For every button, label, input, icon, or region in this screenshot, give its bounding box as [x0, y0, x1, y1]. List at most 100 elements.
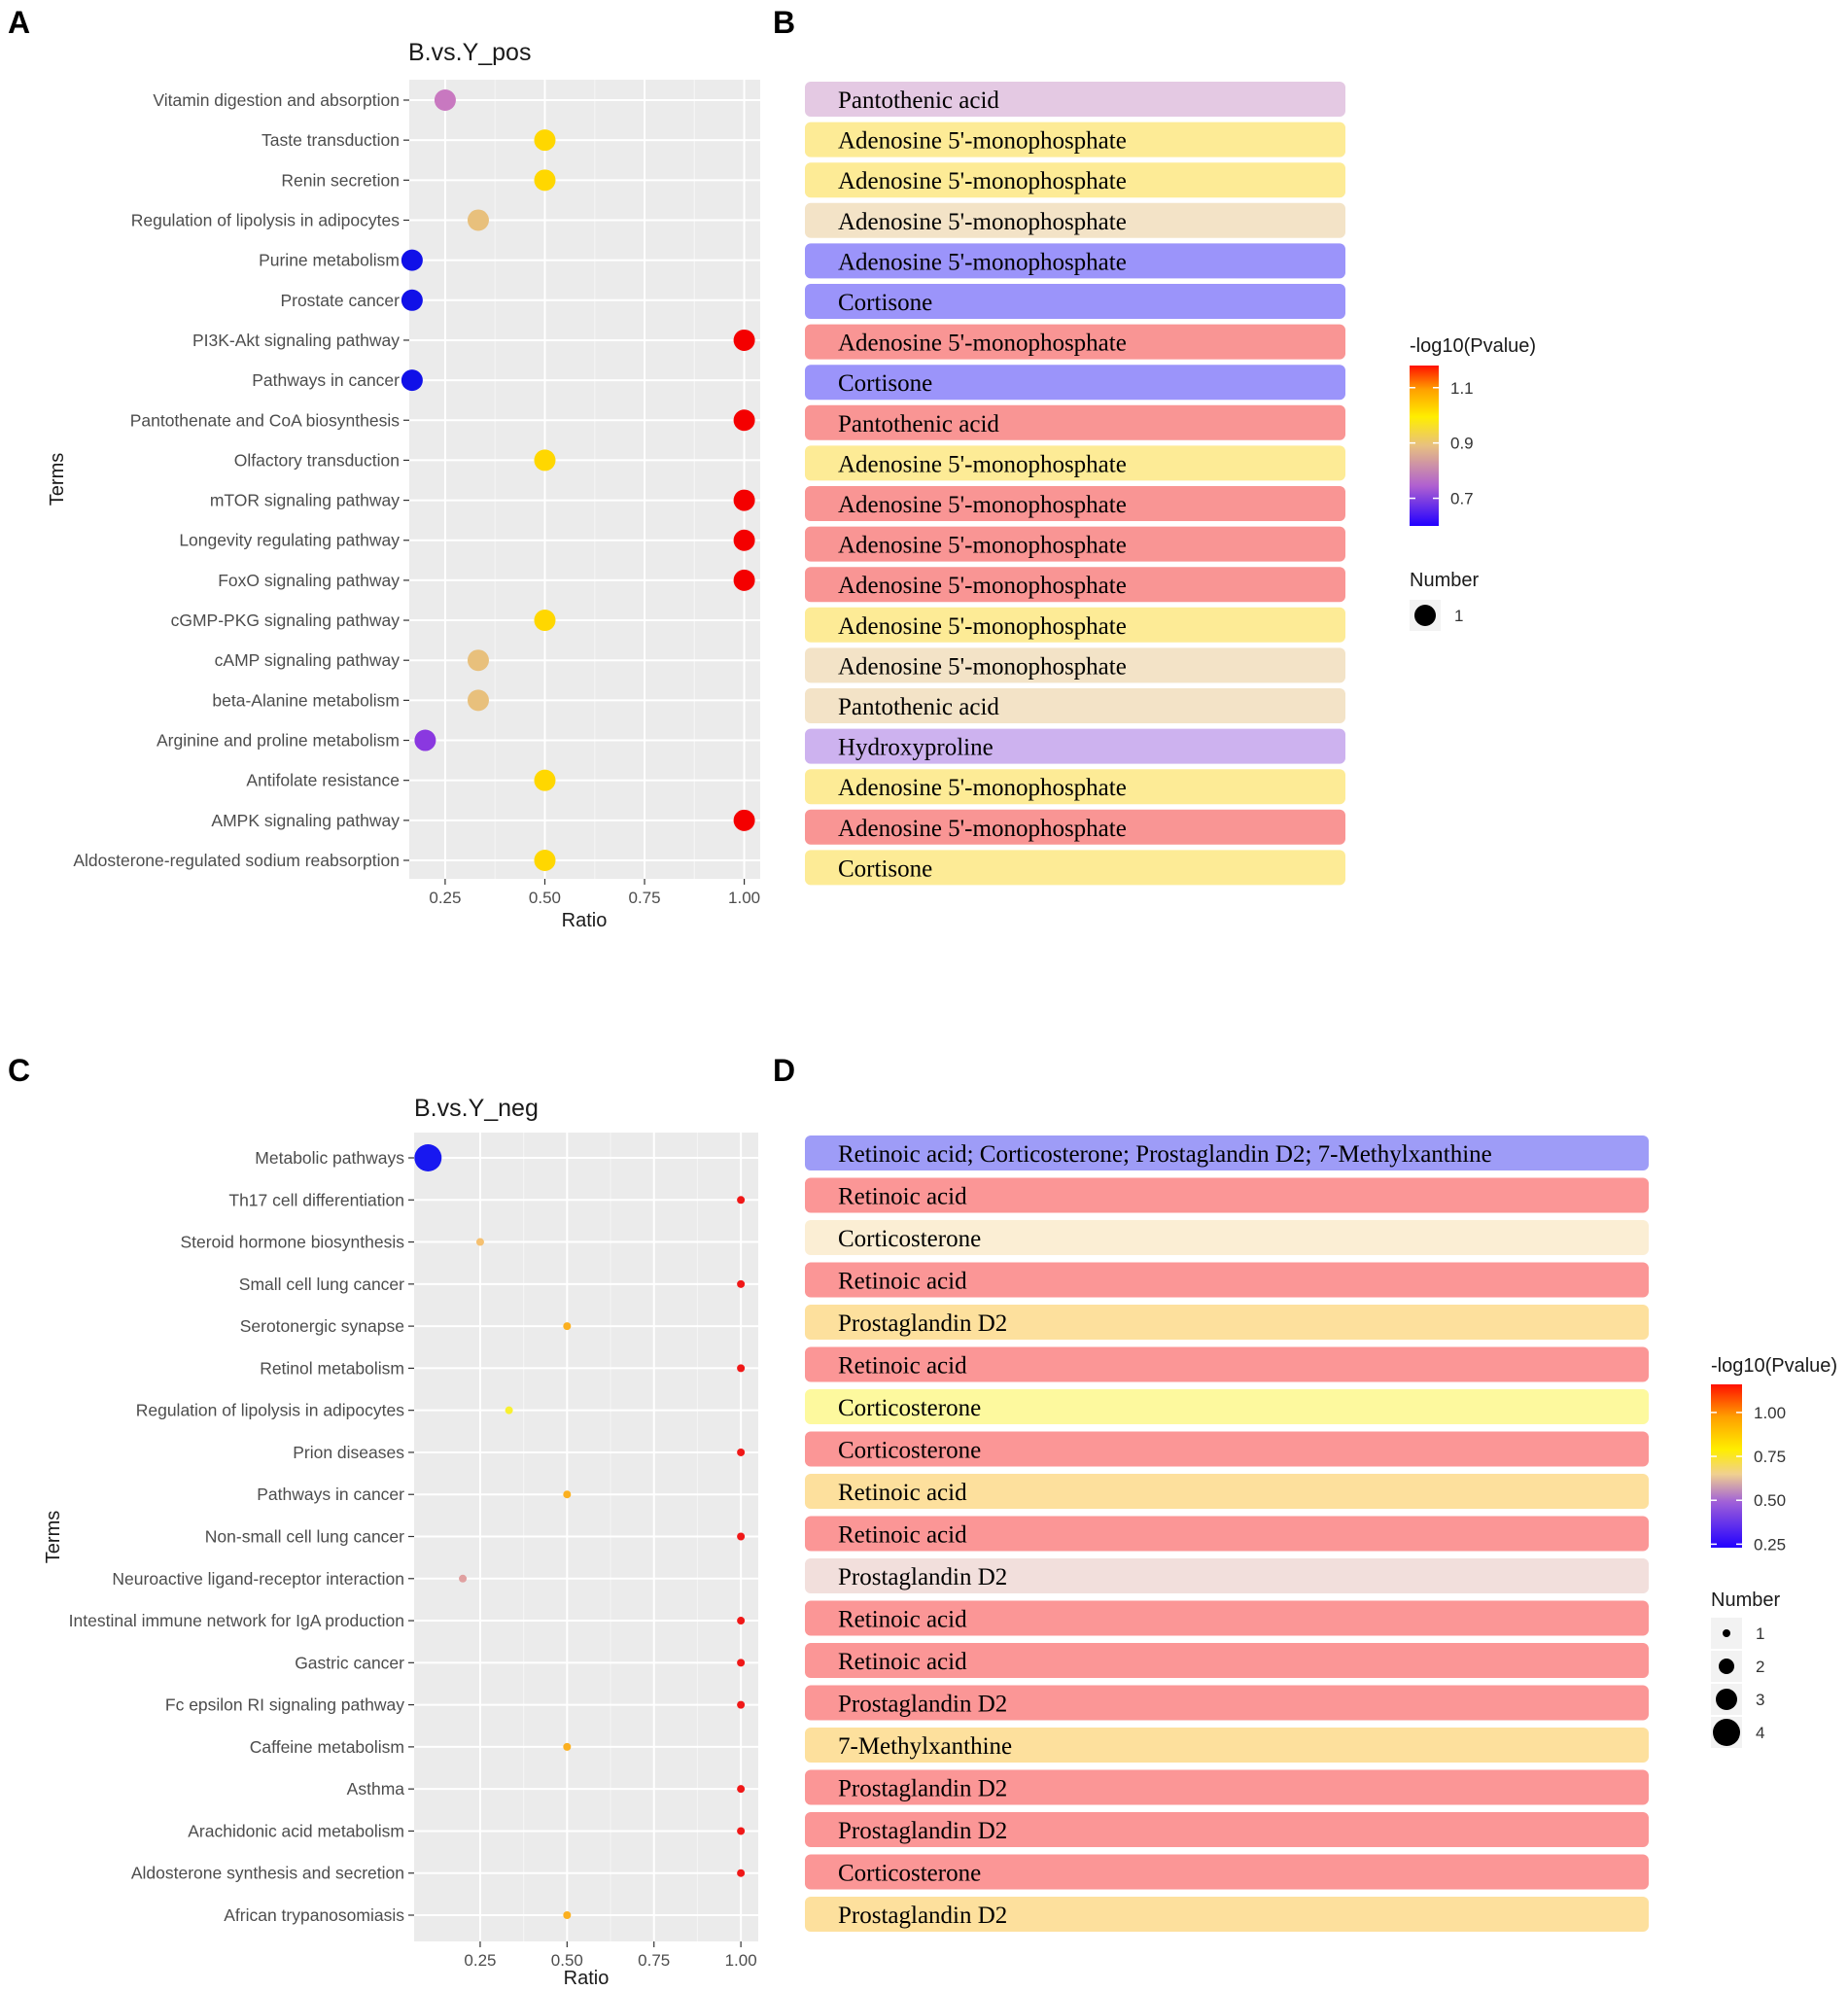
compound-label: Retinoic acid: [838, 1480, 967, 1506]
compound-label: Adenosine 5'-monophosphate: [838, 613, 1127, 640]
chart-a-bubble-plot: B.vs.Y_pos Vitamin digestion and absorpt…: [47, 39, 760, 931]
compound-row: [805, 1643, 1649, 1678]
data-point: [737, 1532, 746, 1541]
compound-row: [805, 486, 1345, 521]
color-tick-label: 1.1: [1450, 379, 1474, 398]
term-label: Vitamin digestion and absorption: [153, 90, 400, 110]
data-point: [737, 1869, 746, 1877]
panel-d-compound-list: Retinoic acid; Corticosterone; Prostagla…: [805, 1135, 1649, 1932]
term-label: Small cell lung cancer: [239, 1275, 404, 1294]
size-key-label: 2: [1756, 1658, 1764, 1676]
data-point: [401, 289, 423, 311]
color-tick-label: 0.75: [1754, 1448, 1786, 1466]
data-point: [733, 809, 755, 831]
compound-label: Cortisone: [838, 290, 932, 316]
compound-row: [805, 1177, 1649, 1213]
chart-c-y-axis-title: Terms: [43, 1511, 64, 1563]
chart-a-color-bar: [1410, 366, 1439, 526]
compound-row: [805, 1728, 1649, 1763]
chart-a-points: [401, 89, 755, 871]
compound-label: Prostaglandin D2: [838, 1564, 1007, 1590]
compound-row: [805, 1431, 1649, 1467]
chart-c-legend: -log10(Pvalue) 1.00 0.75 0.50 0.25 Number 1…: [1711, 1355, 1837, 1748]
chart-c-color-legend-title: -log10(Pvalue): [1711, 1355, 1837, 1377]
compound-label: Corticosterone: [838, 1226, 981, 1252]
chart-c-gridlines: [414, 1133, 758, 1941]
term-label: Metabolic pathways: [255, 1148, 404, 1168]
compound-label: Adenosine 5'-monophosphate: [838, 128, 1127, 155]
compound-label: Adenosine 5'-monophosphate: [838, 492, 1127, 518]
compound-row: [805, 567, 1345, 603]
data-point: [401, 369, 423, 392]
chart-c-bubble-plot: B.vs.Y_neg Metabolic pathways Th17 cell d…: [43, 1095, 758, 1989]
term-label: Neuroactive ligand-receptor interaction: [112, 1569, 404, 1589]
panel-letter-d: D: [773, 1053, 795, 1088]
x-tick-label: 1.00: [728, 889, 760, 907]
term-label: beta-Alanine metabolism: [212, 690, 400, 710]
data-point: [475, 1238, 484, 1246]
data-point: [737, 1827, 746, 1835]
compound-label: Cortisone: [838, 856, 932, 882]
data-point: [467, 689, 489, 712]
compound-label: Adenosine 5'-monophosphate: [838, 209, 1127, 235]
data-point: [733, 409, 755, 432]
size-key-label: 1: [1756, 1624, 1764, 1643]
compound-label: Pantothenic acid: [838, 87, 999, 114]
compound-label: Retinoic acid: [838, 1649, 967, 1675]
term-label: Pathways in cancer: [252, 370, 400, 390]
data-point: [737, 1364, 746, 1373]
compound-label: Adenosine 5'-monophosphate: [838, 533, 1127, 559]
term-label: Caffeine metabolism: [250, 1737, 404, 1757]
data-point: [534, 169, 556, 192]
compound-row: [805, 162, 1345, 198]
data-point: [737, 1279, 746, 1288]
compound-row: [805, 769, 1345, 805]
x-tick-label: 0.50: [529, 889, 561, 907]
color-tick-label: 0.7: [1450, 490, 1474, 508]
chart-a-size-legend-title: Number: [1410, 570, 1479, 591]
term-label: Serotonergic synapse: [240, 1316, 404, 1336]
panel-letter-c: C: [8, 1053, 30, 1088]
data-point: [733, 529, 755, 551]
chart-c-size-legend: 1 2 3 4: [1711, 1618, 1764, 1748]
compound-row: [805, 1685, 1649, 1721]
compound-row: [805, 1516, 1649, 1552]
compound-row: [805, 1389, 1649, 1424]
term-label: FoxO signaling pathway: [218, 571, 400, 590]
x-tick-label: 0.25: [464, 1951, 496, 1970]
color-tick-label: 0.50: [1754, 1491, 1786, 1510]
term-label: Gastric cancer: [295, 1653, 404, 1672]
compound-row: [805, 728, 1345, 764]
chart-c-x-ticks: 0.25 0.50 0.75 1.00: [464, 1941, 757, 1970]
x-tick-label: 1.00: [725, 1951, 757, 1970]
size-key-label: 3: [1756, 1691, 1764, 1709]
compound-label: Corticosterone: [838, 1395, 981, 1421]
term-label: Steroid hormone biosynthesis: [180, 1233, 404, 1252]
data-point: [563, 1911, 572, 1919]
compound-row: [805, 284, 1345, 319]
compound-row: [805, 1600, 1649, 1636]
chart-c-x-axis-title: Ratio: [564, 1968, 610, 1989]
color-tick-label: 1.00: [1754, 1404, 1786, 1422]
data-point: [737, 1700, 746, 1709]
term-label: Prion diseases: [293, 1443, 404, 1462]
compound-label: Prostaglandin D2: [838, 1818, 1007, 1844]
chart-a-color-ticks: 1.1 0.9 0.7: [1410, 379, 1474, 508]
data-point: [414, 729, 436, 751]
chart-a-y-axis-title: Terms: [47, 453, 68, 506]
compound-label: Retinoic acid: [838, 1522, 967, 1549]
chart-c-size-legend-title: Number: [1711, 1589, 1780, 1611]
x-tick-label: 0.50: [551, 1951, 583, 1970]
compound-label: Pantothenic acid: [838, 694, 999, 720]
compound-row: [805, 1262, 1649, 1298]
term-label: Purine metabolism: [259, 251, 400, 270]
compound-label: Adenosine 5'-monophosphate: [838, 451, 1127, 477]
chart-c-points: [414, 1144, 746, 1919]
compound-label: Corticosterone: [838, 1861, 981, 1887]
data-point: [737, 1659, 746, 1667]
x-tick-label: 0.75: [638, 1951, 670, 1970]
size-key-dot: [1719, 1659, 1734, 1674]
data-point: [563, 1742, 572, 1751]
size-key-label: 4: [1756, 1724, 1764, 1742]
data-point: [563, 1490, 572, 1499]
